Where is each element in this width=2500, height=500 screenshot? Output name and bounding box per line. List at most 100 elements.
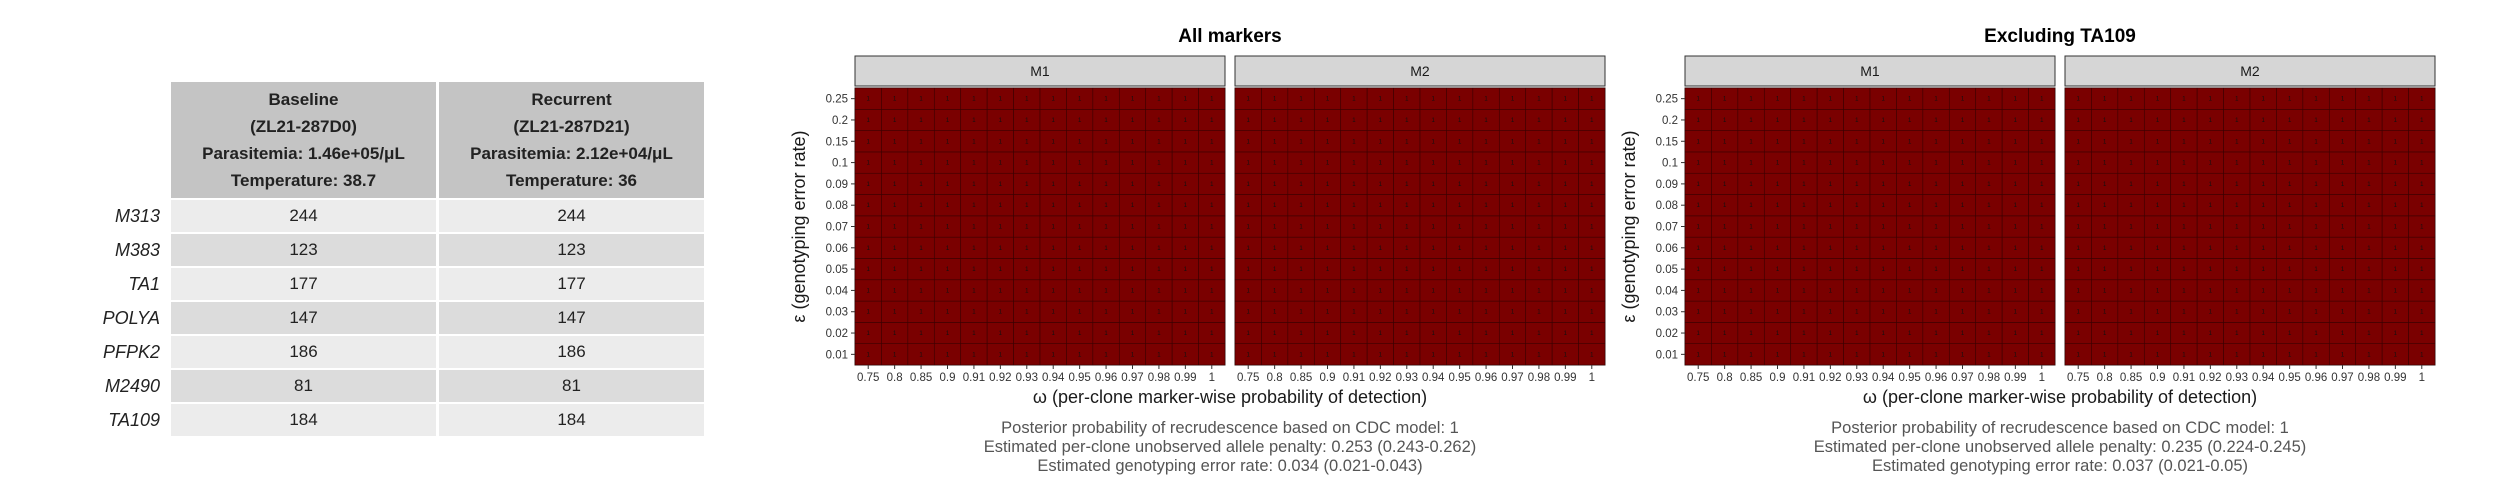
cell-value-label: 1 — [2182, 267, 2186, 273]
cell-value-label: 1 — [2420, 246, 2424, 252]
cell-value-label: 1 — [1299, 97, 1303, 103]
cell-value-label: 1 — [1590, 161, 1594, 167]
cell-value-label: 1 — [1299, 288, 1303, 294]
y-tick-label: 0.05 — [826, 264, 848, 276]
cell-value-label: 1 — [2394, 97, 2398, 103]
cell-value-label: 1 — [2341, 267, 2345, 273]
cell-value-label: 1 — [1432, 97, 1436, 103]
cell-value-label: 1 — [1802, 267, 1806, 273]
cell-value-label: 1 — [1961, 182, 1965, 188]
cell-value-label: 1 — [1723, 310, 1727, 316]
cell-value-label: 1 — [893, 288, 897, 294]
column-header-line: Parasitemia: 2.12e+04/μL — [470, 144, 673, 163]
cell-value-label: 1 — [2014, 182, 2018, 188]
cell-value-label: 1 — [1961, 97, 1965, 103]
y-tick-label: 0.09 — [1656, 179, 1678, 191]
cell-value-label: 1 — [1131, 225, 1135, 231]
cell-value-label: 1 — [2420, 352, 2424, 358]
y-tick-label: 0.07 — [826, 222, 848, 234]
cell-value-label: 1 — [919, 139, 923, 145]
cell-value-label: 1 — [2420, 331, 2424, 337]
facet-label: M2 — [2240, 63, 2260, 79]
x-tick-label: 0.94 — [1872, 372, 1895, 384]
cell-value-label: 1 — [1131, 267, 1135, 273]
cell-value-label: 1 — [1855, 288, 1859, 294]
cell-value-label: 1 — [2014, 267, 2018, 273]
cell-value-label: 1 — [2014, 288, 2018, 294]
x-axis-title: ω (per-clone marker-wise probability of … — [1033, 387, 1427, 407]
x-tick-label: 0.93 — [1396, 372, 1418, 384]
cell-value-label: 1 — [2156, 246, 2160, 252]
cell-value-label: 1 — [1484, 246, 1488, 252]
cell-value-label: 1 — [2420, 97, 2424, 103]
cell-value-label: 1 — [2014, 118, 2018, 124]
cell-value-label: 1 — [1405, 225, 1409, 231]
cell-value-label: 1 — [1210, 267, 1214, 273]
heatmap-cell — [1578, 87, 1606, 110]
cell-value-label: 1 — [1987, 182, 1991, 188]
cell-value-label: 1 — [2262, 225, 2266, 231]
cell-value-label: 1 — [2394, 182, 2398, 188]
cell-value-label: 1 — [1749, 267, 1753, 273]
cell-value-label: 1 — [1299, 118, 1303, 124]
cell-value-label: 1 — [919, 352, 923, 358]
x-tick-label: 1 — [2419, 372, 2425, 384]
chart-title: Excluding TA109 — [1984, 26, 2136, 47]
x-tick-label: 0.9 — [2150, 372, 2166, 384]
y-tick-label: 0.25 — [1656, 94, 1678, 106]
cell-value-label: 1 — [1855, 139, 1859, 145]
cell-value-label: 1 — [1829, 203, 1833, 209]
cell-value-label: 1 — [1882, 225, 1886, 231]
cell-value-label: 1 — [1184, 246, 1188, 252]
cell-value-label: 1 — [1458, 182, 1462, 188]
cell-value-label: 1 — [919, 182, 923, 188]
cell-value-label: 1 — [1273, 139, 1277, 145]
cell-value-label: 1 — [2341, 310, 2345, 316]
cell-value-label: 1 — [1802, 97, 1806, 103]
cell-value-label: 1 — [1697, 203, 1701, 209]
cell-value-label: 1 — [2367, 352, 2371, 358]
cell-value-label: 1 — [1987, 118, 1991, 124]
cell-value-label: 1 — [1184, 203, 1188, 209]
x-tick-label: 0.8 — [2097, 372, 2113, 384]
cell-value-label: 1 — [1405, 203, 1409, 209]
marker-name: M313 — [70, 198, 168, 232]
cell-value-label: 1 — [2014, 352, 2018, 358]
cell-value-label: 1 — [2156, 352, 2160, 358]
cell-value-label: 1 — [2014, 161, 2018, 167]
cell-value-label: 1 — [919, 267, 923, 273]
cell-value-label: 1 — [2367, 161, 2371, 167]
cell-value-label: 1 — [1052, 139, 1056, 145]
cell-value-label: 1 — [1458, 331, 1462, 337]
cell-value-label: 1 — [2394, 331, 2398, 337]
cell-value-label: 1 — [2156, 139, 2160, 145]
cell-value-label: 1 — [1104, 310, 1108, 316]
cell-value-label: 1 — [2367, 267, 2371, 273]
cell-value-label: 1 — [1776, 182, 1780, 188]
cell-value-label: 1 — [946, 352, 950, 358]
cell-value-label: 1 — [1882, 139, 1886, 145]
cell-value-label: 1 — [1802, 352, 1806, 358]
cell-value-label: 1 — [1104, 182, 1108, 188]
cell-value-label: 1 — [1078, 310, 1082, 316]
cell-value-label: 1 — [867, 331, 871, 337]
cell-value-label: 1 — [1432, 203, 1436, 209]
x-axis-title: ω (per-clone marker-wise probability of … — [1863, 387, 2257, 407]
cell-value-label: 1 — [1405, 310, 1409, 316]
cell-value-label: 1 — [2077, 331, 2081, 337]
cell-value-label: 1 — [1749, 203, 1753, 209]
y-tick-label: 0.04 — [826, 285, 849, 297]
cell-value-label: 1 — [2209, 118, 2213, 124]
cell-value-label: 1 — [2103, 310, 2107, 316]
chart-caption: Estimated genotyping error rate: 0.034 (… — [1037, 457, 1422, 475]
cell-value-label: 1 — [1855, 182, 1859, 188]
cell-value-label: 1 — [1537, 246, 1541, 252]
cell-value-label: 1 — [1379, 267, 1383, 273]
cell-value-label: 1 — [1184, 331, 1188, 337]
cell-value-label: 1 — [1723, 97, 1727, 103]
cell-value-label: 1 — [2420, 310, 2424, 316]
chart-caption: Posterior probability of recrudescence b… — [1831, 419, 2289, 437]
cell-value-label: 1 — [1934, 118, 1938, 124]
cell-value-label: 1 — [893, 161, 897, 167]
cell-value-label: 1 — [1908, 97, 1912, 103]
